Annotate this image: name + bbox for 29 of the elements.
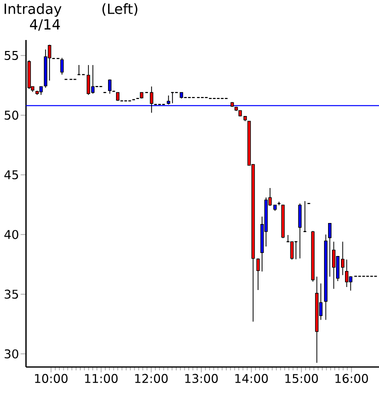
x-tick-label: 15:00 — [285, 374, 318, 384]
x-tick-label: 16:00 — [335, 374, 368, 384]
y-tick-label: 40 — [4, 230, 18, 240]
y-tick-label: 30 — [4, 349, 18, 358]
x-tick-label: 14:00 — [235, 374, 268, 384]
y-tick-label: 50 — [4, 110, 18, 120]
y-tick-label: 45 — [4, 170, 18, 180]
candlestick — [298, 203, 302, 259]
x-tick-label: 11:00 — [85, 374, 118, 384]
candlestick — [77, 64, 81, 76]
x-tick-label: 13:00 — [185, 374, 218, 384]
chart-subtitle: 4/14 — [30, 19, 60, 31]
candlestick — [290, 241, 294, 260]
candlestick — [345, 259, 348, 288]
candlestick — [170, 92, 174, 104]
candlestick — [332, 241, 336, 290]
candlestick — [108, 78, 112, 94]
candlestick — [150, 86, 154, 114]
candlestick — [86, 64, 90, 96]
text: (Left) — [102, 3, 138, 16]
candlestick — [328, 222, 332, 278]
y-tick-label: 55 — [4, 51, 18, 60]
chart-title: Intraday — [4, 3, 62, 17]
y-tick-label: 35 — [4, 290, 18, 299]
x-tick-label: 12:00 — [135, 374, 168, 384]
x-tick-label: 10:00 — [35, 374, 68, 384]
candlestick — [303, 200, 307, 232]
candlestick — [277, 201, 281, 206]
candlestick — [294, 241, 298, 260]
